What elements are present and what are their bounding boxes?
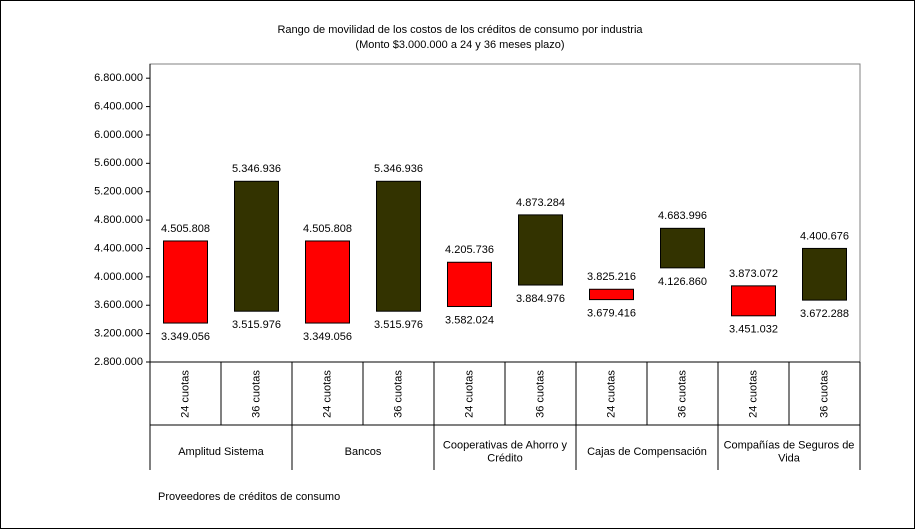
range-bar xyxy=(518,214,563,286)
high-label: 4.205.736 xyxy=(445,244,494,256)
low-label: 3.349.056 xyxy=(161,331,210,343)
x-tick-label: 24 cuotas xyxy=(605,370,617,418)
high-label: 5.346.936 xyxy=(232,163,281,175)
y-tick-label: 6.000.000 xyxy=(94,129,143,141)
high-label: 4.505.808 xyxy=(303,223,352,235)
low-label: 4.126.860 xyxy=(658,276,707,288)
range-bar xyxy=(731,285,776,317)
y-tick-label: 2.800.000 xyxy=(94,356,143,368)
y-tick-label: 3.200.000 xyxy=(94,328,143,340)
low-label: 3.515.976 xyxy=(374,319,423,331)
x-axis-title: Proveedores de créditos de consumo xyxy=(158,491,340,503)
high-label: 4.683.996 xyxy=(658,210,707,222)
range-bar xyxy=(234,180,279,312)
y-tick-label: 5.600.000 xyxy=(94,157,143,169)
x-tick-label: 36 cuotas xyxy=(818,370,830,418)
chart-title: Rango de movilidad de los costos de los … xyxy=(277,24,643,36)
chart-subtitle: (Monto $3.000.000 a 24 y 36 meses plazo) xyxy=(355,39,564,51)
low-label: 3.679.416 xyxy=(587,308,636,320)
x-tick-label: 36 cuotas xyxy=(392,370,404,418)
x-tick-label: 36 cuotas xyxy=(676,370,688,418)
low-label: 3.515.976 xyxy=(232,319,281,331)
low-label: 3.884.976 xyxy=(516,293,565,305)
group-label: Cooperativas de Ahorro y Crédito xyxy=(443,439,568,464)
x-tick-label: 36 cuotas xyxy=(250,370,262,418)
y-tick-label: 4.400.000 xyxy=(94,242,143,254)
high-label: 4.400.676 xyxy=(800,230,849,242)
range-bar xyxy=(660,227,705,269)
y-tick-label: 6.800.000 xyxy=(94,72,143,84)
high-label: 4.505.808 xyxy=(161,223,210,235)
low-label: 3.582.024 xyxy=(445,314,494,326)
x-tick-label: 24 cuotas xyxy=(321,370,333,418)
low-label: 3.451.032 xyxy=(729,324,778,336)
high-label: 3.873.072 xyxy=(729,268,778,280)
high-label: 4.873.284 xyxy=(516,197,565,209)
low-label: 3.349.056 xyxy=(303,331,352,343)
y-tick-label: 4.800.000 xyxy=(94,214,143,226)
group-label: Compañías de Seguros de Vida xyxy=(724,439,855,464)
y-tick-label: 5.200.000 xyxy=(94,186,143,198)
group-label: Cajas de Compensación xyxy=(587,446,707,458)
x-tick-label: 24 cuotas xyxy=(179,370,191,418)
range-bar xyxy=(305,240,350,324)
y-tick-label: 4.000.000 xyxy=(94,271,143,283)
high-label: 3.825.216 xyxy=(587,271,636,283)
x-tick-label: 24 cuotas xyxy=(747,370,759,418)
y-tick-label: 6.400.000 xyxy=(94,100,143,112)
x-tick-label: 24 cuotas xyxy=(463,370,475,418)
range-bar xyxy=(447,261,492,308)
range-bar xyxy=(163,240,208,324)
range-bar xyxy=(802,247,847,301)
group-label: Amplitud Sistema xyxy=(178,446,264,458)
y-tick-label: 3.600.000 xyxy=(94,299,143,311)
high-label: 5.346.936 xyxy=(374,163,423,175)
range-bar xyxy=(589,288,634,301)
group-label: Bancos xyxy=(345,446,382,458)
x-tick-label: 36 cuotas xyxy=(534,370,546,418)
low-label: 3.672.288 xyxy=(800,308,849,320)
range-bar xyxy=(376,180,421,312)
